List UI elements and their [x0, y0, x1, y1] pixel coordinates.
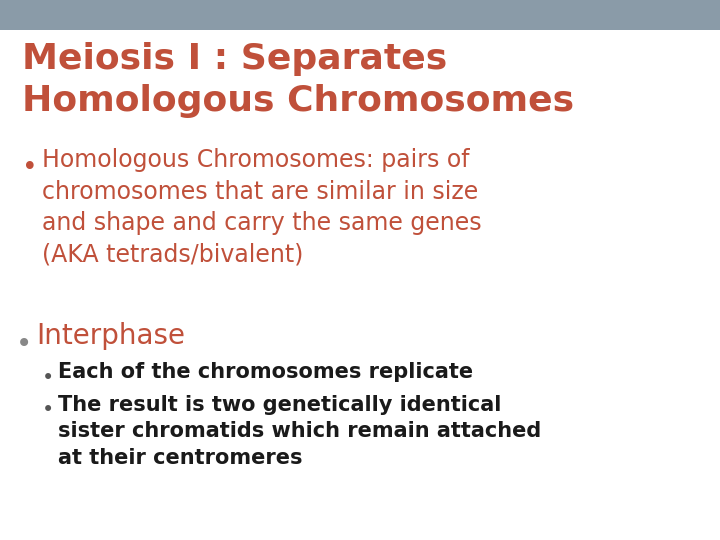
Text: •: •: [42, 368, 54, 388]
Text: The result is two genetically identical
sister chromatids which remain attached
: The result is two genetically identical …: [58, 395, 541, 468]
Text: Homologous Chromosomes: Homologous Chromosomes: [22, 84, 574, 118]
Text: •: •: [16, 330, 32, 358]
Bar: [0, 0, 720, 30]
Text: Each of the chromosomes replicate: Each of the chromosomes replicate: [58, 362, 473, 382]
Text: •: •: [22, 155, 37, 181]
Text: Meiosis I : Separates: Meiosis I : Separates: [22, 42, 447, 76]
Text: •: •: [42, 400, 54, 420]
Text: Homologous Chromosomes: pairs of
chromosomes that are similar in size
and shape : Homologous Chromosomes: pairs of chromos…: [42, 148, 482, 267]
Text: Interphase: Interphase: [36, 322, 185, 350]
